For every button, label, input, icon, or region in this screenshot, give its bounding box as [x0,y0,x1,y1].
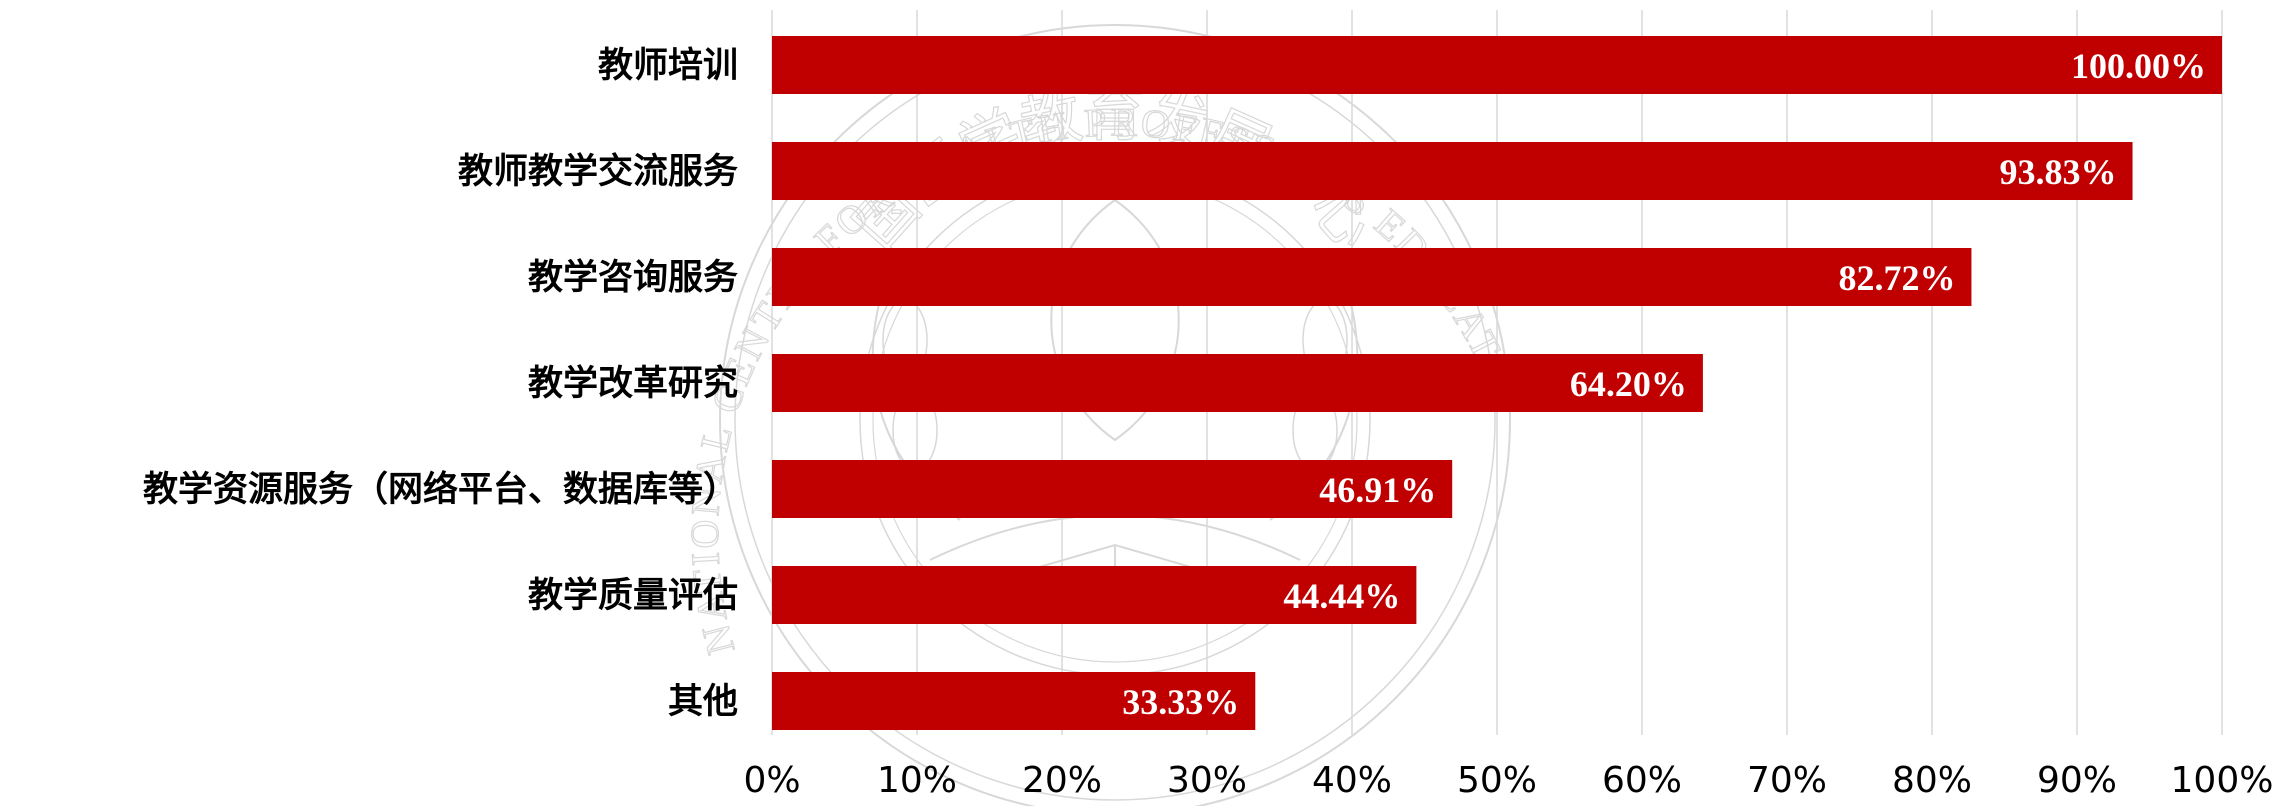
bar [772,36,2222,94]
data-label: 33.33% [1122,682,1239,722]
data-label: 100.00% [2071,46,2206,86]
bar [772,672,1256,730]
x-tick-label: 70% [1747,760,1827,801]
watermark-english-text: NATIONAL CENTER FOR HEALTH PROFESSIONS E… [0,0,1528,660]
category-label: 教学咨询服务 [528,257,738,298]
x-tick-label: 90% [2037,760,2117,801]
category-label: 教学改革研究 [528,363,738,404]
x-tick-label: 40% [1312,760,1392,801]
x-tick-label: 20% [1022,760,1102,801]
data-label: 82.72% [1838,258,1955,298]
category-label: 教师教学交流服务 [458,151,738,192]
bar [772,248,1972,306]
category-label: 其他 [668,681,738,722]
x-tick-label: 60% [1602,760,1682,801]
x-axis-ticks: 0% 10% 20% 30% 40% 50% 60% 70% 80% 90% 100% [743,760,2273,801]
category-label: 教学质量评估 [528,575,738,616]
category-label: 教师培训 [598,45,738,86]
bar [772,354,1703,412]
x-tick-label: 50% [1457,760,1537,801]
x-tick-label: 80% [1892,760,1972,801]
bar [772,460,1453,518]
bar [772,566,1417,624]
data-label: 64.20% [1570,364,1687,404]
category-label: 教学资源服务（网络平台、数据库等） [143,469,738,510]
x-tick-label: 100% [2171,760,2274,801]
x-tick-label: 10% [877,760,957,801]
x-tick-label: 0% [743,760,800,801]
bars: 100.00% 93.83% 82.72% 64.20% 46.91% 44.44% 33.… [772,36,2222,730]
category-labels: 教师培训教师教学交流服务教学咨询服务教学改革研究教学资源服务（网络平台、数据库等… [143,45,738,722]
x-tick-label: 30% [1167,760,1247,801]
data-label: 93.83% [2000,152,2117,192]
bar [772,142,2133,200]
data-label: 46.91% [1319,470,1436,510]
data-label: 44.44% [1283,576,1400,616]
